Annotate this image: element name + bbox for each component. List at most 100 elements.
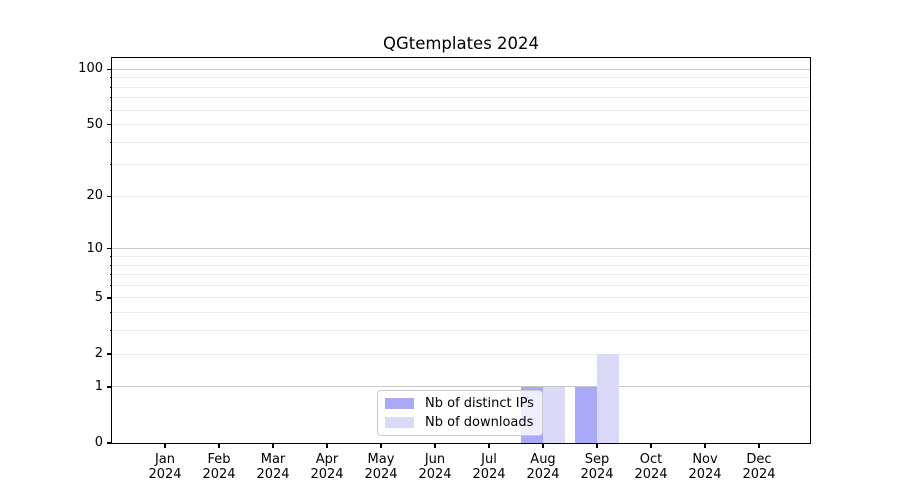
gridline-minor-9 <box>112 256 810 257</box>
y-tick-label-2: 2 <box>94 346 103 362</box>
x-year-mar: 2024 <box>256 467 290 482</box>
y-minor-tick-8 <box>110 264 112 266</box>
x-tick-sep <box>596 443 598 448</box>
gridline-minor-90 <box>112 77 810 79</box>
y-tick-100 <box>107 68 112 70</box>
y-tick-1 <box>107 386 112 388</box>
legend: Nb of distinct IPs Nb of downloads <box>377 390 543 436</box>
y-tick-label-100: 100 <box>78 61 103 77</box>
x-month-mar: Mar <box>260 452 286 467</box>
y-minor-tick-3 <box>110 330 112 332</box>
x-year-jul: 2024 <box>472 467 506 482</box>
gridline-minor-60 <box>112 109 810 111</box>
y-minor-tick-7 <box>110 274 112 276</box>
x-year-may: 2024 <box>364 467 398 482</box>
y-tick-2 <box>107 353 112 355</box>
x-year-sep: 2024 <box>580 467 614 482</box>
chart-title: QGtemplates 2024 <box>382 34 540 53</box>
gridline-major-100 <box>112 68 810 70</box>
y-minor-tick-70 <box>110 97 112 99</box>
x-year-dec: 2024 <box>742 467 776 482</box>
gridline-minor-3 <box>112 330 810 332</box>
y-minor-tick-4 <box>110 312 112 314</box>
x-month-oct: Oct <box>639 452 663 467</box>
bar-aug-downloads <box>543 386 565 443</box>
gridline-minor-8 <box>112 264 810 266</box>
x-tick-label-jun: Jun 2024 <box>408 452 462 482</box>
y-tick-label-5: 5 <box>94 289 103 305</box>
x-tick-dec <box>758 443 760 448</box>
x-tick-label-dec: Dec 2024 <box>732 452 786 482</box>
y-minor-tick-9 <box>110 256 112 257</box>
x-year-oct: 2024 <box>634 467 668 482</box>
x-tick-jan <box>164 443 166 448</box>
gridline-major-10 <box>112 248 810 250</box>
legend-swatch-distinct-ips <box>385 397 414 409</box>
x-month-feb: Feb <box>207 452 231 467</box>
x-tick-label-feb: Feb 2024 <box>192 452 246 482</box>
y-tick-label-50: 50 <box>86 116 103 132</box>
x-month-sep: Sep <box>584 452 610 467</box>
legend-item-distinct-ips: Nb of distinct IPs <box>385 395 534 412</box>
gridline-major-1 <box>112 386 810 388</box>
gridline-minor-20 <box>112 195 810 197</box>
x-tick-jun <box>434 443 436 448</box>
y-minor-tick-6 <box>110 284 112 286</box>
y-tick-label-10: 10 <box>86 240 103 256</box>
x-year-nov: 2024 <box>688 467 722 482</box>
x-tick-nov <box>704 443 706 448</box>
y-tick-5 <box>107 297 112 299</box>
y-minor-tick-2 <box>110 353 112 355</box>
x-tick-label-may: May 2024 <box>354 452 408 482</box>
x-month-aug: Aug <box>530 452 556 467</box>
y-tick-0 <box>107 442 112 444</box>
legend-label-distinct-ips: Nb of distinct IPs <box>425 395 534 411</box>
x-tick-feb <box>218 443 220 448</box>
gridline-minor-4 <box>112 312 810 314</box>
x-year-aug: 2024 <box>526 467 560 482</box>
x-year-feb: 2024 <box>202 467 236 482</box>
x-tick-label-aug: Aug 2024 <box>516 452 570 482</box>
legend-label-downloads: Nb of downloads <box>425 415 534 431</box>
gridline-minor-80 <box>112 86 810 88</box>
y-tick-10 <box>107 248 112 250</box>
x-month-jul: Jul <box>481 452 497 467</box>
y-minor-tick-90 <box>110 77 112 79</box>
y-tick-label-1: 1 <box>94 378 103 394</box>
x-month-jun: Jun <box>424 452 446 467</box>
gridline-minor-70 <box>112 97 810 99</box>
y-minor-tick-5 <box>110 297 112 299</box>
x-month-may: May <box>367 452 395 467</box>
x-month-apr: Apr <box>315 452 339 467</box>
y-minor-tick-40 <box>110 141 112 143</box>
x-tick-jul <box>488 443 490 448</box>
gridline-minor-5 <box>112 297 810 299</box>
y-minor-tick-50 <box>110 124 112 126</box>
y-tick-20 <box>107 195 112 198</box>
y-minor-tick-60 <box>110 109 112 111</box>
legend-swatch-downloads <box>385 417 414 429</box>
x-year-apr: 2024 <box>310 467 344 482</box>
y-minor-tick-20 <box>110 195 112 197</box>
x-month-dec: Dec <box>746 452 772 467</box>
plot-area <box>111 57 811 444</box>
x-year-jan: 2024 <box>148 467 182 482</box>
x-tick-mar <box>272 443 274 448</box>
x-year-jun: 2024 <box>418 467 452 482</box>
x-tick-may <box>380 443 382 448</box>
bar-sep-distinct-ips <box>575 386 597 443</box>
gridline-minor-7 <box>112 274 810 276</box>
y-tick-label-20: 20 <box>86 188 103 204</box>
legend-item-downloads: Nb of downloads <box>385 415 534 432</box>
gridline-minor-40 <box>112 141 810 143</box>
x-tick-oct <box>650 443 652 448</box>
y-minor-tick-30 <box>110 164 112 166</box>
gridline-minor-30 <box>112 164 810 166</box>
x-tick-label-mar: Mar 2024 <box>246 452 300 482</box>
gridline-minor-6 <box>112 284 810 286</box>
x-tick-label-jan: Jan 2024 <box>138 452 192 482</box>
x-tick-aug <box>542 443 544 448</box>
y-tick-label-0: 0 <box>94 435 103 450</box>
y-minor-tick-80 <box>110 86 112 88</box>
